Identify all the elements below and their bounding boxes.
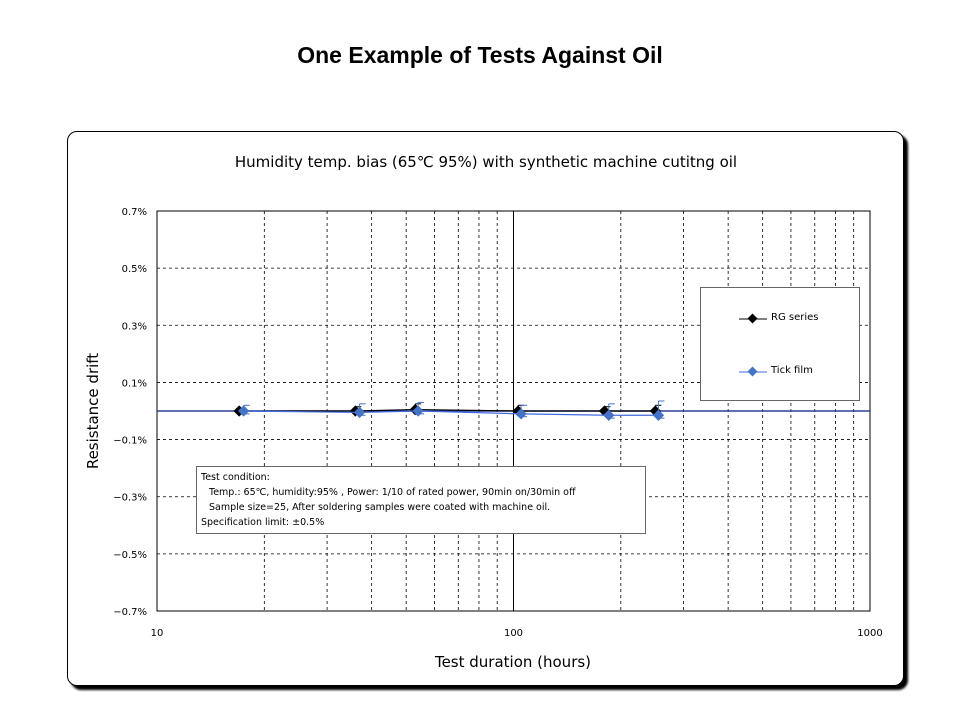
- y-tick-label: −0.5%: [113, 550, 147, 561]
- series-line-rg-series: [239, 408, 656, 412]
- series-tick-film: [237, 400, 665, 421]
- condition-spec-limit: Specification limit: ±0.5%: [201, 517, 325, 528]
- x-tick-label: 100: [504, 628, 523, 639]
- condition-temp-power: Temp.: 65℃, humidity:95% , Power: 1/10 o…: [209, 487, 576, 498]
- test-condition-box: Test condition: Temp.: 65℃, humidity:95%…: [196, 466, 646, 534]
- series-layer: [233, 400, 665, 421]
- y-tick-label: 0.3%: [122, 321, 147, 332]
- data-point-tick-film: [603, 409, 615, 421]
- data-point-tick-film: [515, 408, 527, 420]
- legend-label-rg-series: RG series: [771, 312, 819, 323]
- data-point-tick-film: [237, 405, 250, 417]
- x-tick-label: 1000: [857, 628, 882, 639]
- y-tick-label: 0.7%: [122, 207, 147, 218]
- condition-heading: Test condition:: [201, 472, 270, 483]
- data-point-tick-film: [412, 405, 424, 417]
- y-tick-label: −0.1%: [113, 436, 147, 447]
- series-line-tick-film: [243, 410, 659, 416]
- legend-marker-tick-film: [739, 366, 767, 377]
- data-point-tick-film: [652, 409, 665, 421]
- legend: RG series Tick film: [700, 287, 860, 401]
- legend-marker-rg-series: [739, 313, 767, 324]
- y-tick-label: 0.1%: [122, 378, 147, 389]
- y-tick-label: −0.7%: [113, 607, 147, 618]
- chart-title: Humidity temp. bias (65℃ 95%) with synth…: [235, 153, 737, 171]
- tick-labels: 0.7% 0.5% 0.3% 0.1% −0.1% −0.3% −0.5% −0.7% 10 10…: [113, 207, 883, 639]
- data-point-tick-film: [353, 406, 366, 419]
- chart-frame: [67, 131, 904, 686]
- x-tick-label: 10: [151, 628, 164, 639]
- legend-label-tick-film: Tick film: [771, 365, 813, 376]
- y-tick-label: 0.5%: [122, 264, 147, 275]
- y-tick-label: −0.3%: [113, 493, 147, 504]
- y-axis-label: Resistance drift: [84, 353, 102, 469]
- x-axis-label: Test duration (hours): [434, 653, 591, 671]
- slide-title: One Example of Tests Against Oil: [297, 42, 663, 68]
- condition-sample: Sample size=25, After soldering samples …: [209, 502, 551, 513]
